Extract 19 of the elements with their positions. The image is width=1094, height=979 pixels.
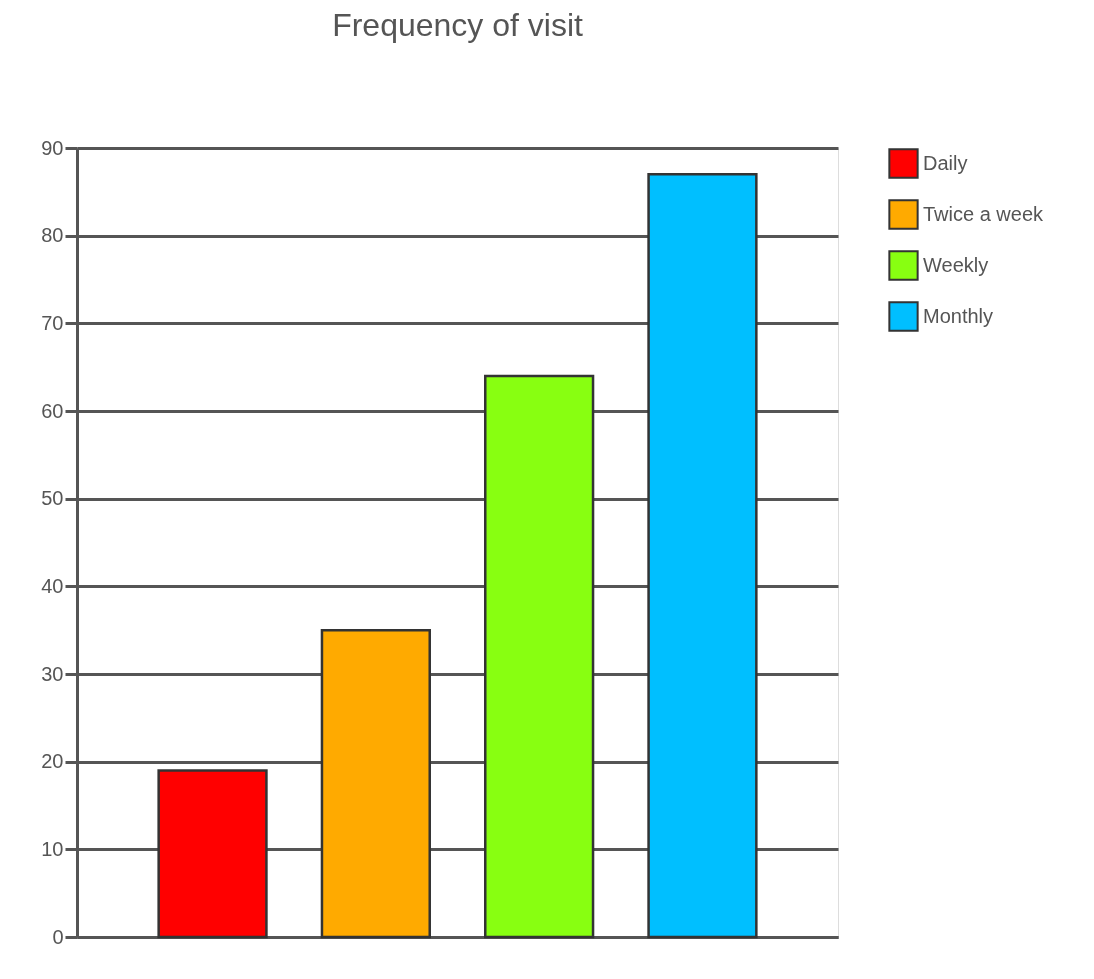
legend-label: Daily (923, 151, 968, 174)
y-tick-label: 30 (41, 662, 64, 685)
chart-title: Frequency of visit (332, 7, 583, 43)
bar (320, 628, 431, 939)
y-tick-label: 0 (52, 925, 64, 948)
y-tick-label: 10 (41, 837, 64, 860)
y-tick-label: 70 (41, 311, 64, 334)
legend-label: Twice a week (923, 202, 1045, 225)
y-tick-label: 90 (41, 136, 64, 159)
y-tick-label: 80 (41, 224, 64, 247)
y-tick-label: 40 (41, 574, 64, 597)
bar (484, 374, 595, 939)
y-tick-label: 60 (41, 399, 64, 422)
legend-label: Weekly (923, 253, 989, 276)
bar (157, 769, 268, 939)
y-tick-label: 20 (41, 750, 64, 773)
bar (647, 173, 758, 939)
legend-label: Monthly (923, 304, 994, 327)
y-tick-label: 50 (41, 487, 64, 510)
